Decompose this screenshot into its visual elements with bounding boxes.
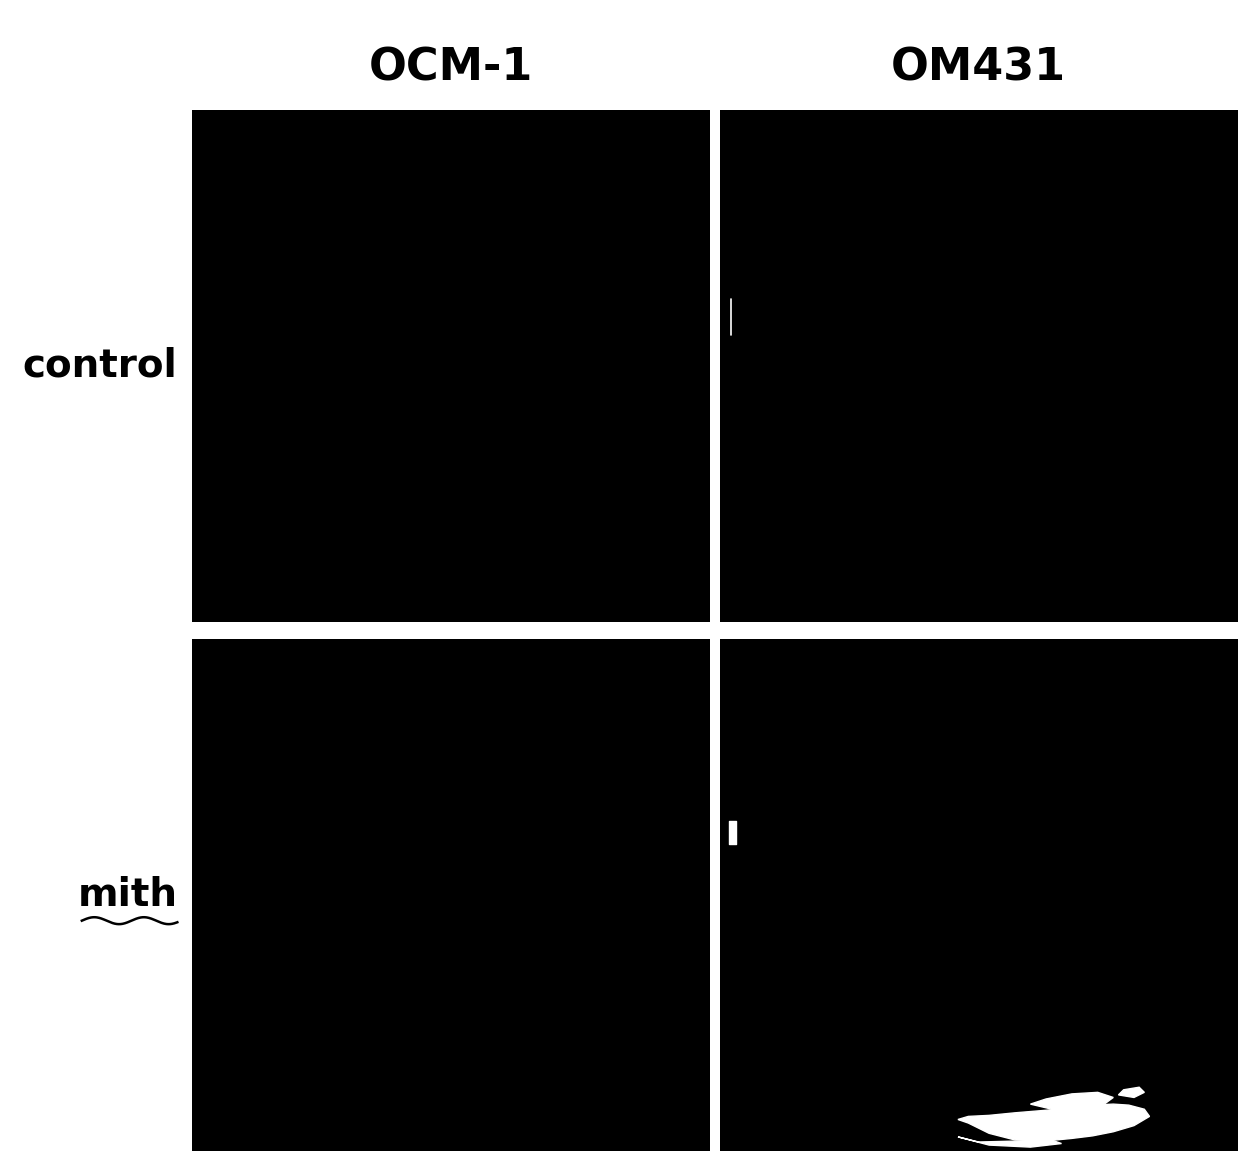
Text: control: control: [22, 347, 177, 385]
Polygon shape: [959, 1104, 1149, 1141]
Text: mith: mith: [77, 876, 177, 914]
Polygon shape: [959, 1137, 1061, 1147]
Polygon shape: [1118, 1088, 1145, 1098]
Polygon shape: [1030, 1092, 1114, 1111]
Text: OM431: OM431: [892, 46, 1066, 89]
Text: OCM-1: OCM-1: [368, 46, 533, 89]
